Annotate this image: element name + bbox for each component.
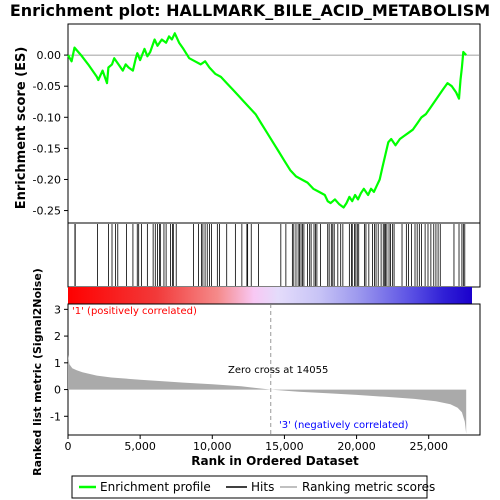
ranking-metric-area bbox=[68, 354, 467, 434]
negative-correlation-label: '3' (negatively correlated) bbox=[279, 420, 408, 431]
chart-title: Enrichment plot: HALLMARK_BILE_ACID_META… bbox=[10, 1, 490, 20]
ranked-y-tick-label: 0 bbox=[54, 384, 61, 397]
ranked-metric-panel: 3 2 1 0 -1 0 5,000 10,000 15,000 20,000 25,000 '1… bbox=[31, 268, 481, 476]
es-y-tick-label: -0.15 bbox=[33, 142, 61, 155]
es-y-tick-label: -0.05 bbox=[33, 80, 61, 93]
x-tick-label: 20,000 bbox=[337, 440, 376, 453]
hit-marks bbox=[74, 224, 466, 286]
zero-cross-label: Zero cross at 14055 bbox=[228, 365, 328, 376]
ranked-y-tick-label: -1 bbox=[50, 410, 61, 423]
x-tick-label: 5,000 bbox=[124, 440, 156, 453]
legend-label-ranking: Ranking metric scores bbox=[302, 480, 435, 494]
ranked-y-ticks: 3 2 1 0 -1 bbox=[50, 303, 68, 423]
es-y-tick-label: -0.20 bbox=[33, 173, 61, 186]
x-tick-label: 25,000 bbox=[409, 440, 448, 453]
es-y-tick-label: 0.00 bbox=[37, 49, 62, 62]
positive-correlation-label: '1' (positively correlated) bbox=[72, 306, 197, 317]
x-tick-label: 15,000 bbox=[265, 440, 304, 453]
es-panel: 0.00 -0.05 -0.10 -0.15 -0.20 -0.25 Enrichment… bbox=[14, 23, 481, 224]
x-axis-label: Rank in Ordered Dataset bbox=[191, 454, 359, 468]
es-y-axis-label: Enrichment score (ES) bbox=[14, 47, 29, 210]
enrichment-profile-line bbox=[67, 32, 468, 209]
legend: Enrichment profile Hits Ranking metric s… bbox=[71, 475, 435, 499]
ranked-x-ticks: 0 5,000 10,000 15,000 20,000 25,000 bbox=[65, 435, 448, 453]
hits-plot-area bbox=[67, 222, 481, 288]
ranked-plot-area bbox=[67, 303, 481, 436]
x-tick-label: 0 bbox=[65, 440, 72, 453]
es-y-ticks: 0.00 -0.05 -0.10 -0.15 -0.20 -0.25 bbox=[33, 49, 68, 218]
legend-label-hits: Hits bbox=[251, 480, 274, 494]
legend-box bbox=[71, 475, 428, 499]
ranked-y-tick-label: 3 bbox=[54, 303, 61, 316]
es-y-tick-label: -0.10 bbox=[33, 111, 61, 124]
x-tick-label: 10,000 bbox=[193, 440, 232, 453]
hits-panel bbox=[67, 222, 481, 288]
ranked-y-axis-label: Ranked list metric (Signal2Noise) bbox=[31, 268, 44, 476]
ranked-y-tick-label: 2 bbox=[54, 330, 61, 343]
ranked-y-tick-label: 1 bbox=[54, 357, 61, 370]
rank-color-bar bbox=[68, 287, 472, 304]
legend-label-enrichment: Enrichment profile bbox=[100, 480, 211, 494]
es-y-tick-label: -0.25 bbox=[33, 205, 61, 218]
